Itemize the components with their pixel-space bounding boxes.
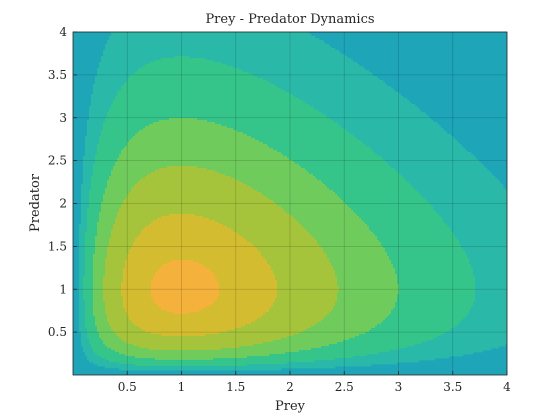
x-axis-label: Prey xyxy=(275,399,306,414)
x-tick-label: 3.5 xyxy=(443,380,462,394)
y-tick-label: 3.5 xyxy=(48,68,67,82)
x-tick-label: 2.5 xyxy=(335,380,354,394)
y-tick-label: 0.5 xyxy=(48,325,67,339)
x-tick-label: 2 xyxy=(286,380,294,394)
x-tick-label: 1.5 xyxy=(226,380,245,394)
y-tick-label: 2.5 xyxy=(48,154,67,168)
x-tick-label: 3 xyxy=(395,380,403,394)
x-tick-label: 0.5 xyxy=(118,380,137,394)
y-tick-label: 3 xyxy=(59,111,67,125)
chart-title: Prey - Predator Dynamics xyxy=(205,12,374,27)
y-tick-label: 1.5 xyxy=(48,239,67,253)
y-tick-label: 2 xyxy=(59,197,67,211)
y-tick-label: 4 xyxy=(59,25,67,39)
y-axis-label: Predator xyxy=(28,173,43,232)
x-tick-label: 1 xyxy=(178,380,186,394)
x-tick-label: 4 xyxy=(503,380,511,394)
y-tick-label: 1 xyxy=(59,282,67,296)
